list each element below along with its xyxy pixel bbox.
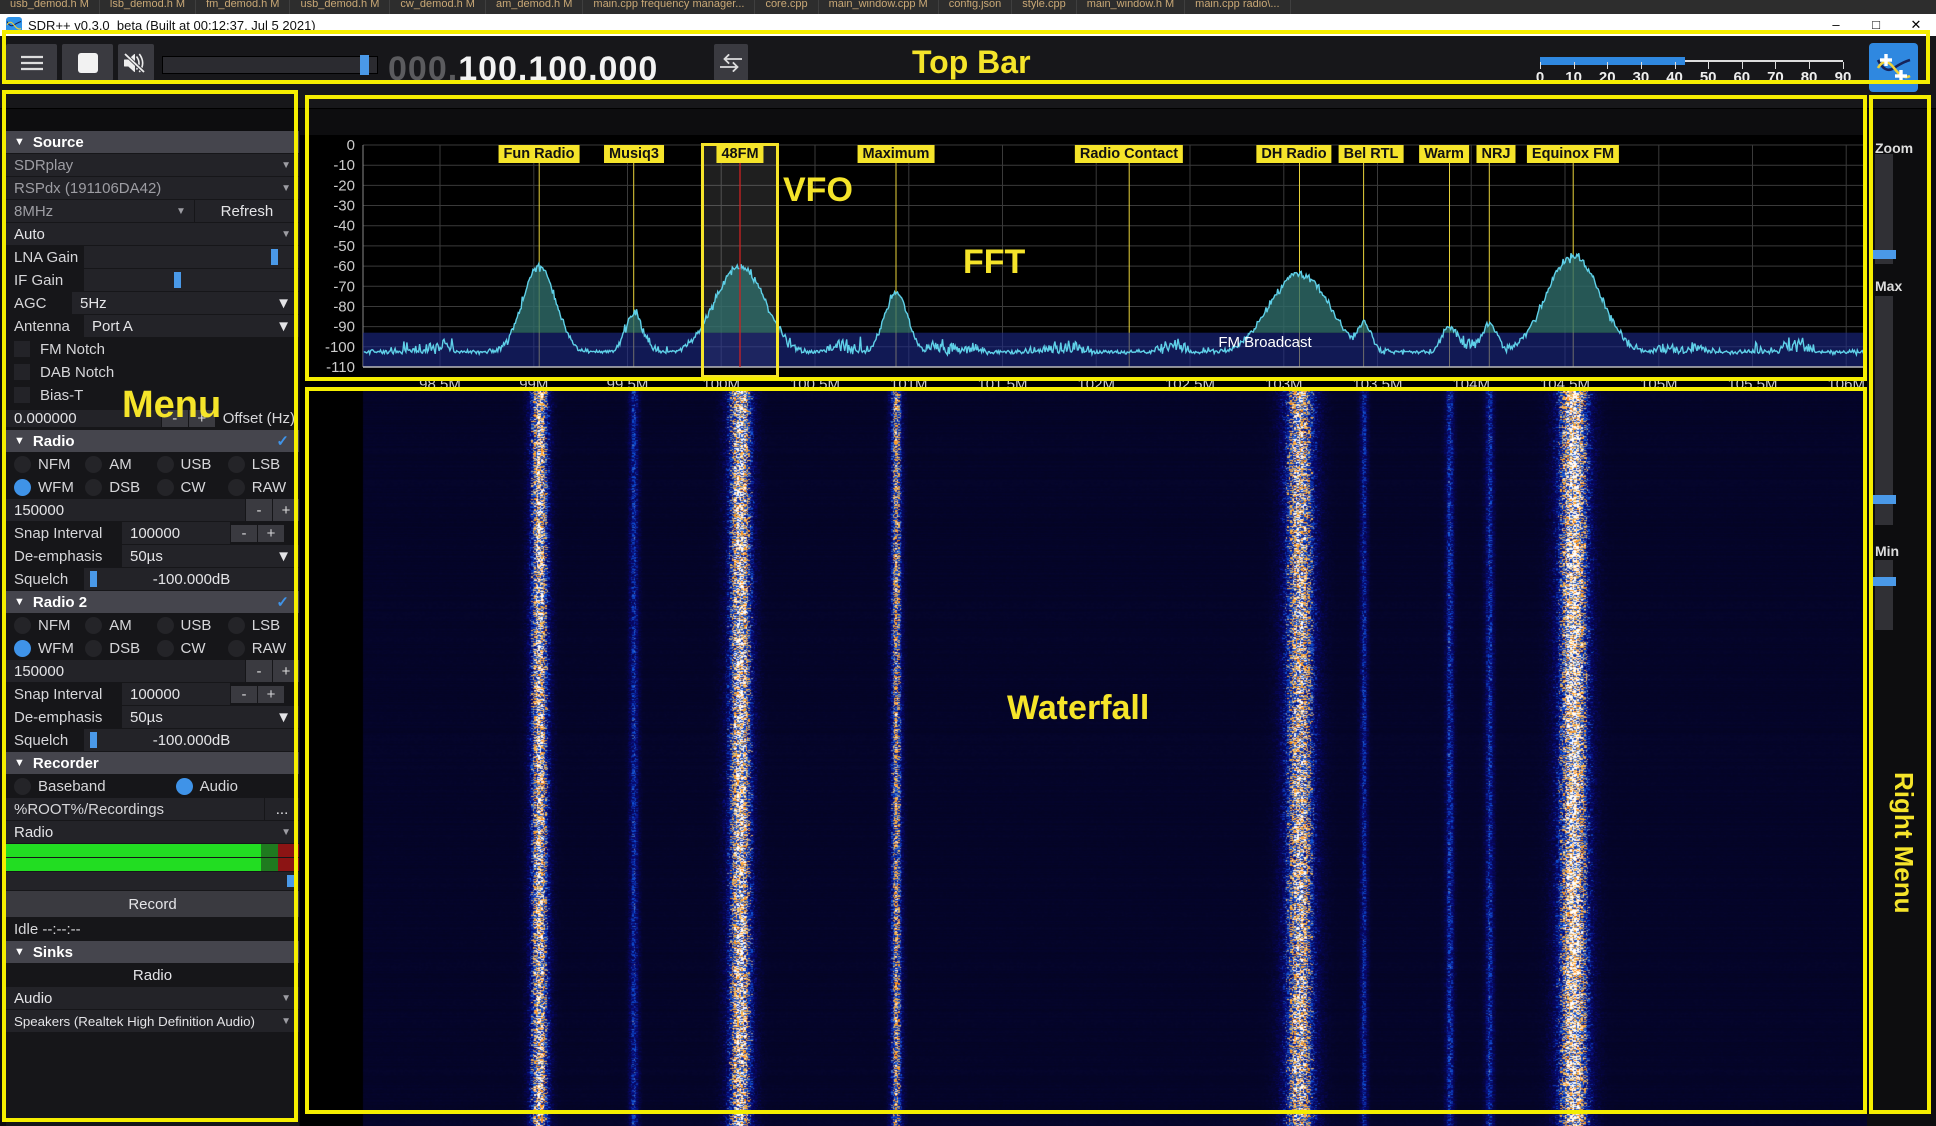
svg-text:102M: 102M [1077,376,1115,388]
svg-text:103M: 103M [1265,376,1303,388]
svg-text:106M: 106M [1827,376,1865,388]
svg-text:-90: -90 [333,319,355,336]
svg-text:-100: -100 [325,339,355,356]
svg-text:99.5M: 99.5M [607,376,649,388]
svg-text:-80: -80 [333,299,355,316]
svg-text:101.5M: 101.5M [977,376,1027,388]
svg-text:-50: -50 [333,238,355,255]
svg-text:98.5M: 98.5M [419,376,461,388]
svg-text:100.5M: 100.5M [790,376,840,388]
svg-text:-20: -20 [333,177,355,194]
svg-text:101M: 101M [890,376,928,388]
svg-text:-10: -10 [333,157,355,174]
svg-text:-30: -30 [333,198,355,215]
svg-text:-70: -70 [333,278,355,295]
svg-text:105.5M: 105.5M [1727,376,1777,388]
svg-text:102.5M: 102.5M [1165,376,1215,388]
svg-text:99M: 99M [519,376,548,388]
svg-text:-60: -60 [333,258,355,275]
svg-text:105M: 105M [1640,376,1678,388]
svg-text:0: 0 [347,137,355,154]
svg-text:103.5M: 103.5M [1352,376,1402,388]
svg-text:104M: 104M [1452,376,1490,388]
svg-text:FM Broadcast: FM Broadcast [1218,334,1312,351]
svg-text:104.5M: 104.5M [1540,376,1590,388]
svg-text:-110: -110 [326,359,355,376]
svg-text:-40: -40 [333,218,355,235]
